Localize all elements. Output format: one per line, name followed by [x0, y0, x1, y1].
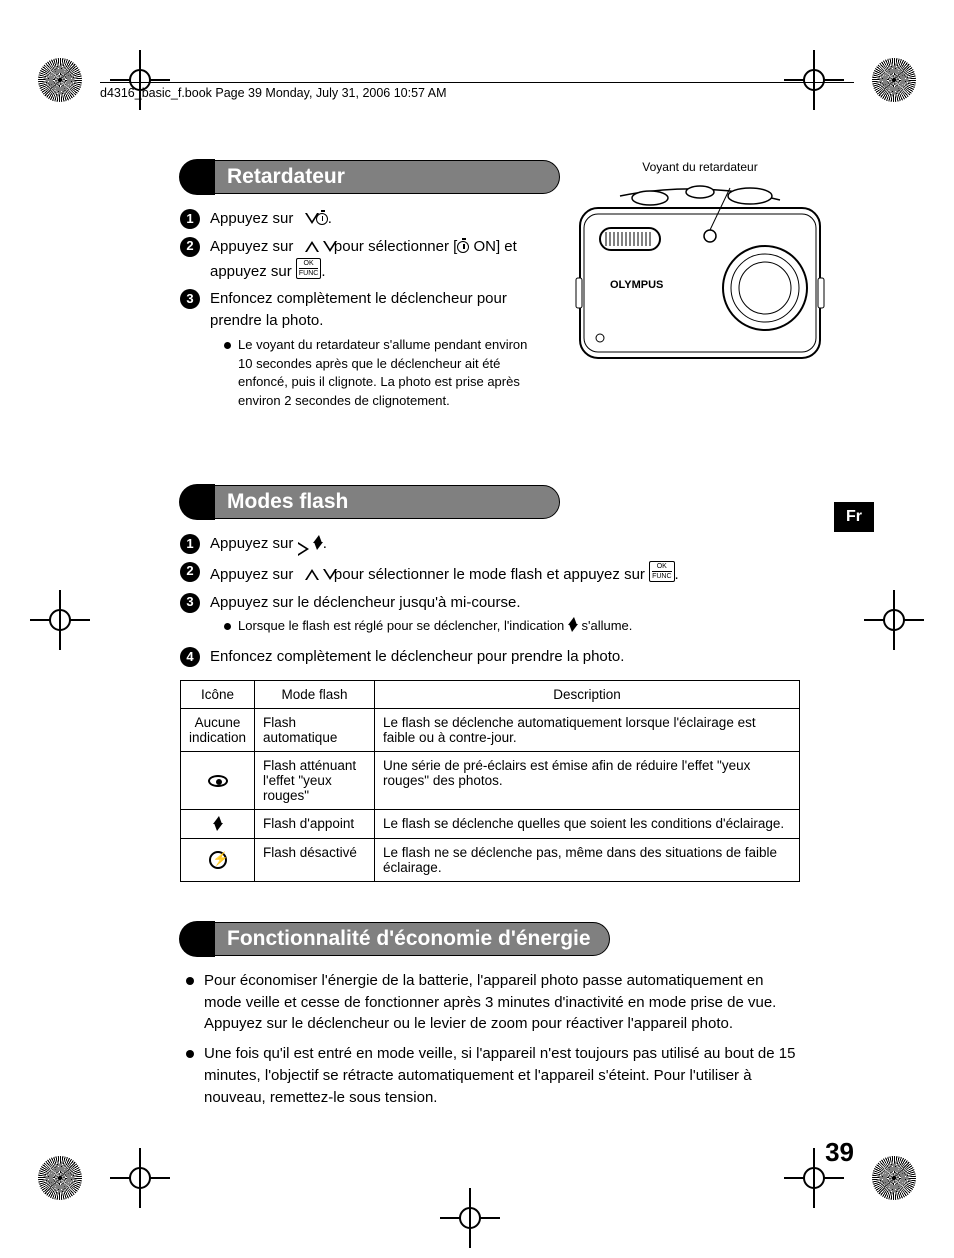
bullet-item: Une fois qu'il est entré en mode veille,…: [186, 1043, 800, 1108]
icon-cell: [181, 838, 255, 881]
table-header: Description: [375, 680, 800, 708]
camera-label: Voyant du retardateur: [570, 160, 830, 174]
mode-cell: Flash atténuant l'effet "yeux rouges": [255, 751, 375, 809]
table-header-row: Icône Mode flash Description: [181, 680, 800, 708]
section-retardateur: Retardateur Voyant du retardateur: [180, 160, 800, 415]
desc-cell: Le flash se déclenche automatiquement lo…: [375, 708, 800, 751]
timer-icon: [457, 241, 469, 253]
eye-icon: [208, 775, 228, 787]
down-arrow-icon: [316, 569, 330, 580]
step-number-icon: 1: [180, 534, 200, 554]
title-text: Fonctionnalité d'économie d'énergie: [227, 927, 591, 951]
section-title: Fonctionnalité d'économie d'énergie: [180, 922, 610, 956]
print-regmark: [30, 590, 90, 650]
print-sunburst: [38, 58, 82, 102]
icon-cell: [181, 751, 255, 809]
step-number-icon: 3: [180, 593, 200, 613]
step-text: Appuyez sur pour sélectionner [ ON] et a…: [210, 236, 540, 283]
step-text: Enfoncez complètement le déclencheur pou…: [210, 646, 800, 668]
page-header-line: d4316_basic_f.book Page 39 Monday, July …: [100, 82, 854, 100]
up-arrow-icon: [298, 241, 312, 252]
ok-func-icon: OKFUNC: [296, 258, 321, 279]
page-number: 39: [825, 1137, 854, 1168]
step-text: Appuyez sur .: [210, 208, 540, 230]
manual-page: d4316_basic_f.book Page 39 Monday, July …: [0, 0, 954, 1258]
down-arrow-icon: [316, 241, 330, 252]
step-text: Appuyez sur .: [210, 533, 800, 555]
desc-cell: Le flash ne se déclenche pas, même dans …: [375, 838, 800, 881]
flash-mode-table: Icône Mode flash Description Aucune indi…: [180, 680, 800, 882]
camera-svg: OLYMPUS: [570, 178, 830, 368]
step-text: Appuyez sur pour sélectionner le mode fl…: [210, 561, 800, 586]
sub-list: Le voyant du retardateur s'allume pendan…: [210, 336, 540, 411]
icon-cell: Aucune indication: [181, 708, 255, 751]
step-number-icon: 2: [180, 562, 200, 582]
print-sunburst: [38, 1156, 82, 1200]
print-regmark: [110, 50, 170, 110]
desc-cell: Une série de pré-éclairs est émise afin …: [375, 751, 800, 809]
icon-cell: [181, 809, 255, 838]
up-arrow-icon: [298, 569, 312, 580]
step-item: 4 Enfoncez complètement le déclencheur p…: [180, 646, 800, 668]
print-regmark: [784, 50, 844, 110]
print-sunburst: [872, 1156, 916, 1200]
step-item: 2 Appuyez sur pour sélectionner le mode …: [180, 561, 800, 586]
sub-item: Le voyant du retardateur s'allume pendan…: [224, 336, 540, 411]
step-item: 2 Appuyez sur pour sélectionner [ ON] et…: [180, 236, 540, 283]
title-text: Modes flash: [227, 490, 348, 514]
table-row: Aucune indication Flash automatique Le f…: [181, 708, 800, 751]
table-header: Icône: [181, 680, 255, 708]
section-title: Modes flash: [180, 485, 560, 519]
right-arrow-icon: [298, 535, 309, 549]
flash-icon: [313, 535, 323, 551]
step-item: 3 Appuyez sur le déclencheur jusqu'à mi-…: [180, 592, 800, 641]
ok-func-icon: OKFUNC: [649, 561, 674, 582]
title-text: Retardateur: [227, 165, 345, 189]
camera-brand: OLYMPUS: [610, 279, 663, 291]
step-item: 1 Appuyez sur .: [180, 208, 540, 230]
flash-icon: [213, 816, 223, 832]
step-number-icon: 2: [180, 237, 200, 257]
mode-cell: Flash désactivé: [255, 838, 375, 881]
print-sunburst: [872, 58, 916, 102]
table-row: Flash désactivé Le flash ne se déclenche…: [181, 838, 800, 881]
no-flash-icon: [209, 851, 227, 869]
step-item: 3 Enfoncez complètement le déclencheur p…: [180, 288, 540, 415]
mode-cell: Flash d'appoint: [255, 809, 375, 838]
retardateur-steps: 1 Appuyez sur . 2 Appuyez sur pour sélec…: [180, 208, 540, 415]
table-header: Mode flash: [255, 680, 375, 708]
table-row: Flash d'appoint Le flash se déclenche qu…: [181, 809, 800, 838]
print-regmark: [110, 1148, 170, 1208]
step-item: 1 Appuyez sur .: [180, 533, 800, 555]
step-text: Enfoncez complètement le déclencheur pou…: [210, 288, 540, 415]
step-text: Appuyez sur le déclencheur jusqu'à mi-co…: [210, 592, 800, 641]
camera-illustration: Voyant du retardateur OLYMPUS: [570, 160, 830, 371]
sub-list: Lorsque le flash est réglé pour se décle…: [210, 617, 800, 636]
print-regmark: [440, 1188, 500, 1248]
print-regmark: [864, 590, 924, 650]
section-modes-flash: Modes flash 1 Appuyez sur . 2 Appuyez su…: [180, 485, 800, 882]
section-title: Retardateur: [180, 160, 560, 194]
step-number-icon: 4: [180, 647, 200, 667]
economie-bullets: Pour économiser l'énergie de la batterie…: [186, 970, 800, 1109]
step-number-icon: 1: [180, 209, 200, 229]
down-arrow-icon: [298, 213, 312, 224]
flash-steps: 1 Appuyez sur . 2 Appuyez sur pour sélec…: [180, 533, 800, 668]
table-row: Flash atténuant l'effet "yeux rouges" Un…: [181, 751, 800, 809]
flash-icon: [568, 617, 578, 633]
sub-item: Lorsque le flash est réglé pour se décle…: [224, 617, 800, 636]
step-number-icon: 3: [180, 289, 200, 309]
mode-cell: Flash automatique: [255, 708, 375, 751]
section-economie: Fonctionnalité d'économie d'énergie Pour…: [180, 922, 800, 1109]
desc-cell: Le flash se déclenche quelles que soient…: [375, 809, 800, 838]
timer-icon: [316, 213, 328, 225]
bullet-item: Pour économiser l'énergie de la batterie…: [186, 970, 800, 1035]
language-tag: Fr: [834, 502, 874, 532]
